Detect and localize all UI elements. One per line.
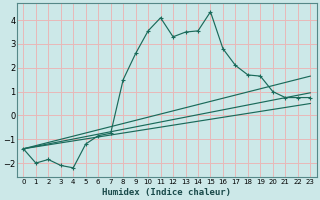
- X-axis label: Humidex (Indice chaleur): Humidex (Indice chaleur): [102, 188, 231, 197]
